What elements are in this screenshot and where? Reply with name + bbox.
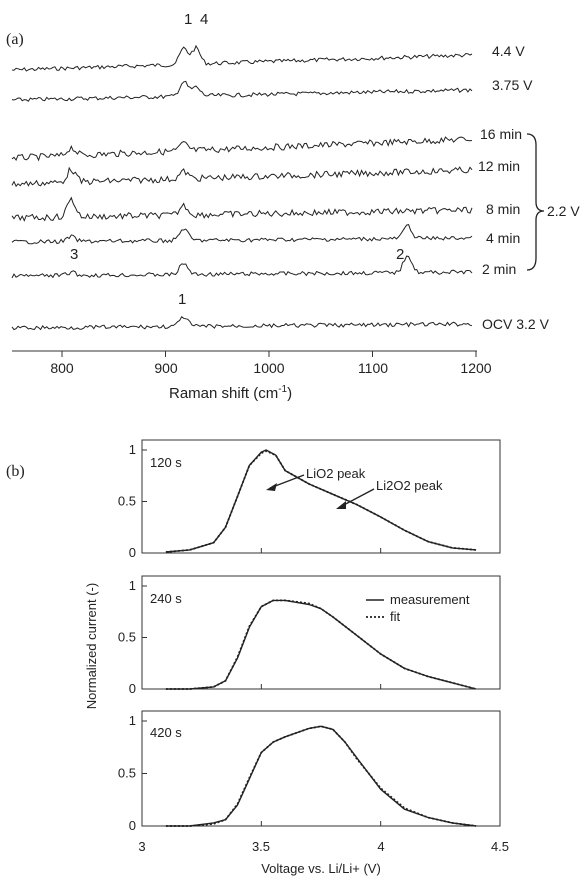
peak-label-4: 4 [200, 11, 208, 28]
annotation-li2o2-arrowhead [336, 501, 346, 509]
fit-line [165, 450, 477, 553]
bracket-2-2v [526, 133, 545, 271]
spectrum-label-12min: 12 min [478, 158, 520, 174]
raman-tick-1100: 1100 [358, 360, 388, 376]
subplot-y-tick-label: 0 [129, 818, 136, 833]
subplot-y-tick-label: 0.5 [118, 494, 136, 509]
voltage-tick-3: 3 [138, 839, 145, 854]
subplot-y-tick-label: 0.5 [118, 630, 136, 645]
bracket-label-2-2v: 2.2 V [547, 203, 580, 219]
peak-label-1-top: 1 [184, 11, 192, 28]
spectrum-line [11, 136, 473, 162]
panel-a-label: (a) [6, 31, 24, 48]
subplot-y-tick-label: 0 [129, 545, 136, 560]
subplot-title-120s: 120 s [150, 455, 182, 470]
voltage-tick-4: 4 [377, 839, 384, 854]
spectrum-label-3-75v: 3.75 V [492, 77, 533, 93]
subplot-y-tick-label: 1 [129, 713, 136, 728]
raman-x-ticks [61, 351, 477, 357]
annotation-lio2-peak: LiO2 peak [306, 466, 366, 481]
subplot-y-tick-label: 0 [129, 681, 136, 696]
raman-tick-1000: 1000 [253, 360, 284, 376]
subplot-frame [141, 575, 501, 690]
subplot-y-tick-label: 1 [129, 442, 136, 457]
subplot-title-420s: 420 s [150, 725, 182, 740]
raman-x-axis-title: Raman shift (cm-1) [169, 384, 292, 402]
spectrum-line [11, 166, 473, 188]
raman-tick-1200: 1200 [460, 360, 491, 376]
raman-tick-900: 900 [154, 360, 178, 376]
raman-tick-800: 800 [50, 360, 74, 376]
subplot-y-tick-label: 1 [129, 578, 136, 593]
spectrum-label-4min: 4 min [486, 230, 520, 246]
spectrum-label-2min: 2 min [482, 261, 516, 277]
annotation-li2o2-peak: Li2O2 peak [376, 478, 443, 493]
measurement-line [165, 599, 477, 690]
spectrum-label-ocv: OCV 3.2 V [482, 316, 550, 332]
spectrum-line [11, 196, 473, 222]
legend-fit-label: fit [390, 609, 401, 624]
voltage-tick-4-5: 4.5 [491, 839, 509, 854]
peak-label-1-bottom: 1 [178, 291, 186, 308]
voltage-y-axis-title: Normalized current (-) [84, 583, 99, 709]
raman-spectra [11, 44, 473, 331]
voltage-tick-3-5: 3.5 [252, 839, 270, 854]
measurement-line [165, 725, 477, 827]
spectrum-line [11, 224, 473, 245]
subplot-frame [141, 439, 501, 554]
annotation-lio2-arrowhead [266, 483, 277, 491]
subplot-y-tick-label: 0.5 [118, 766, 136, 781]
fit-line [165, 725, 477, 827]
spectrum-line [11, 316, 473, 331]
voltage-x-axis-title: Voltage vs. Li/Li+ (V) [261, 861, 381, 876]
spectrum-label-8min: 8 min [486, 201, 520, 217]
peak-label-3: 3 [70, 246, 78, 263]
subplot-title-240s: 240 s [150, 591, 182, 606]
spectrum-line [11, 44, 473, 72]
spectrum-line [11, 80, 473, 102]
spectrum-line [11, 255, 473, 279]
fit-line [165, 599, 477, 690]
peak-label-2: 2 [396, 246, 404, 263]
legend-measurement-label: measurement [390, 592, 470, 607]
panel-b-label: (b) [6, 463, 25, 480]
voltage-subplots: 0 0.5 1 0 0.5 1 0 0.5 1 [118, 439, 501, 833]
spectrum-label-4-4v: 4.4 V [492, 43, 525, 59]
subplot-frame [141, 710, 501, 827]
spectrum-label-16min: 16 min [480, 126, 522, 142]
